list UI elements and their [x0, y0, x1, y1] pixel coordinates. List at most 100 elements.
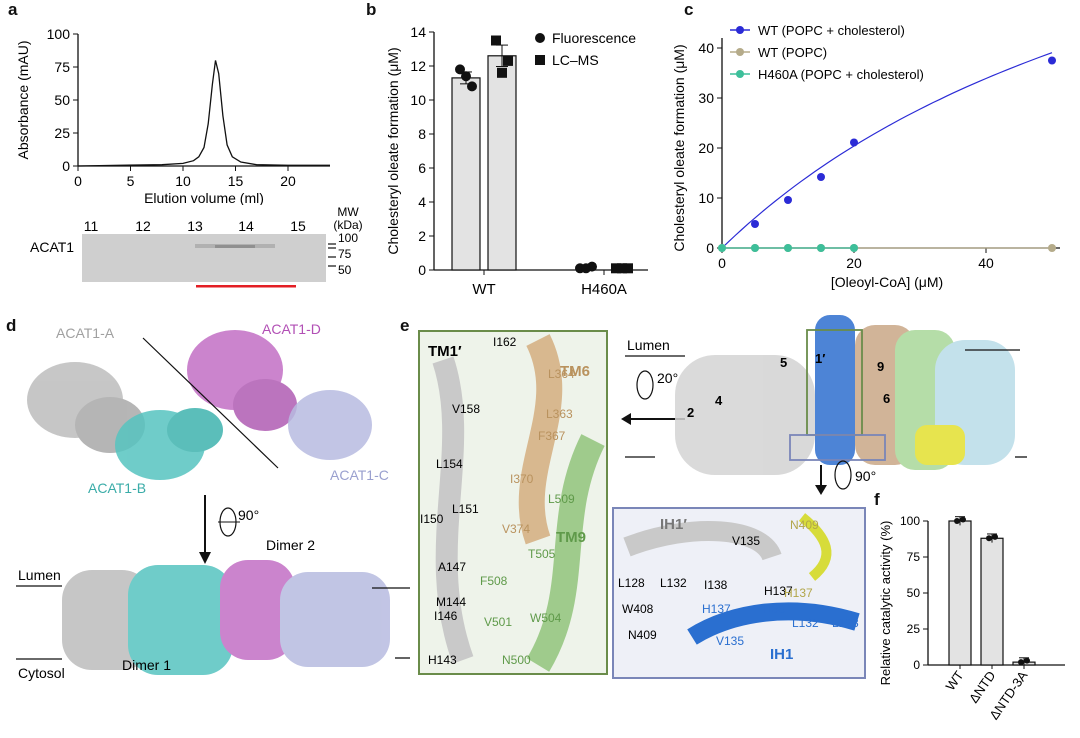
y-tick-label: 14	[410, 24, 426, 40]
helix-label: 1′	[815, 351, 825, 366]
y-tick-label: 100	[900, 514, 920, 528]
mw-marker: 50	[338, 263, 352, 277]
data-point	[817, 244, 825, 252]
panel-label-f: f	[874, 490, 880, 509]
legend-marker	[535, 55, 545, 65]
helix-label: 5	[780, 355, 787, 370]
residue-label: L364	[548, 367, 575, 381]
data-point	[617, 263, 627, 274]
y-tick-label: 10	[410, 92, 426, 108]
y-tick-label: 25	[54, 125, 70, 141]
x-tick-label: 40	[978, 255, 994, 271]
x-tick-label: 15	[228, 173, 244, 189]
label-lumen-e: Lumen	[627, 337, 670, 353]
legend-marker	[736, 70, 744, 78]
y-axis-label: Cholesteryl oleate formation (μM)	[385, 47, 401, 254]
residue-label: L363	[546, 407, 573, 421]
y-tick-label: 6	[418, 160, 426, 176]
y-tick-label: 12	[410, 58, 426, 74]
gel-lane-label: 11	[84, 218, 99, 234]
rotation-label-90: 90°	[855, 468, 876, 484]
label-dimer2: Dimer 2	[266, 537, 315, 553]
y-tick-label: 30	[698, 90, 714, 106]
label-tm9: TM9	[556, 529, 586, 546]
data-point	[817, 173, 825, 181]
fit-curve	[721, 52, 1053, 249]
residue-label: V158	[452, 402, 480, 416]
helix-label: 9	[877, 359, 884, 374]
residue-label: L509	[548, 492, 575, 506]
data-point	[1048, 244, 1056, 252]
mw-unit: (kDa)	[333, 218, 362, 232]
data-point	[986, 535, 992, 542]
panel-label-e: e	[400, 316, 410, 335]
membrane-structure	[675, 315, 1015, 475]
mw-marker: 75	[338, 247, 352, 261]
y-axis-label: Cholesteryl oleate formation (μM)	[671, 44, 687, 251]
data-point	[491, 35, 501, 46]
acat1-d-structure	[187, 330, 297, 431]
data-point	[581, 263, 591, 274]
y-tick-label: 75	[54, 59, 70, 75]
x-tick-label: 0	[718, 255, 726, 271]
legend-label: WT (POPC + cholesterol)	[758, 23, 905, 38]
x-axis-label: Elution volume (ml)	[144, 190, 264, 205]
y-axis-label: Absorbance (mAU)	[15, 40, 31, 159]
gel-lane-labels: 11 12 13 14 15	[84, 218, 306, 234]
residue-label: M144	[436, 595, 466, 609]
label-acat1-c: ACAT1-C	[330, 467, 389, 483]
label-dimer1: Dimer 1	[122, 657, 171, 673]
residue-label: I138	[762, 602, 786, 616]
label-cytosol: Cytosol	[18, 665, 65, 681]
residue-label: W408	[622, 602, 654, 616]
data-point	[497, 67, 507, 78]
helix-label: 6	[883, 391, 890, 406]
y-tick-label: 100	[47, 26, 71, 42]
data-point	[850, 244, 858, 252]
residue-label: F367	[538, 429, 566, 443]
data-point	[960, 516, 966, 523]
label-acat1-a: ACAT1-A	[56, 325, 115, 341]
legend-marker	[736, 48, 744, 56]
residue-label: I162	[493, 335, 517, 349]
inset-ih1: IH1′ V135 N409 L128 L132 I138 H137 W408 …	[612, 507, 866, 679]
legend-label: WT (POPC)	[758, 45, 827, 60]
panel-label-d: d	[6, 316, 17, 335]
residue-label: V135	[716, 634, 744, 648]
elution-trace	[77, 60, 330, 167]
dimer-interface-line	[142, 337, 279, 469]
label-ih1: IH1	[770, 646, 793, 663]
helix-label: 4	[715, 393, 723, 408]
gel-lane-label: 13	[187, 218, 203, 234]
helix-label: 2	[687, 405, 694, 420]
legend-marker	[736, 26, 744, 34]
residue-label: L128	[832, 616, 859, 630]
label-tm1: TM1′	[428, 343, 462, 360]
residue-label: T505	[528, 547, 556, 561]
inset-tm-helices: TM1′ I162 L364 TM6 V158 L363 F367 L154 I…	[418, 330, 608, 675]
data-point	[751, 244, 759, 252]
x-tick-label: 20	[280, 173, 296, 189]
data-point	[623, 263, 633, 274]
residue-label: L132	[660, 576, 687, 590]
bar	[487, 55, 517, 271]
data-point	[850, 138, 858, 147]
acat1-b-structure	[115, 408, 223, 480]
x-tick-label: H460A	[581, 281, 627, 298]
residue-label: L132	[792, 616, 819, 630]
residue-label: W504	[530, 611, 562, 625]
residue-label: N409	[790, 518, 819, 532]
data-point	[467, 81, 477, 92]
residue-label: L151	[452, 502, 479, 516]
x-tick-label: 0	[74, 173, 82, 189]
gel-lane-label: 15	[290, 218, 306, 234]
residue-label: L154	[436, 457, 463, 471]
y-tick-label: 25	[907, 622, 921, 636]
label-acat1-d: ACAT1-D	[262, 321, 321, 337]
chart-f-bar: 0 25 50 75 100 Relative catalytic activity (%…	[878, 514, 1065, 722]
label-ih1-prime: IH1′	[660, 516, 687, 533]
residue-label: F508	[480, 574, 508, 588]
y-tick-label: 50	[907, 586, 921, 600]
panel-label-c: c	[684, 0, 694, 19]
panel-label-b: b	[366, 0, 377, 19]
